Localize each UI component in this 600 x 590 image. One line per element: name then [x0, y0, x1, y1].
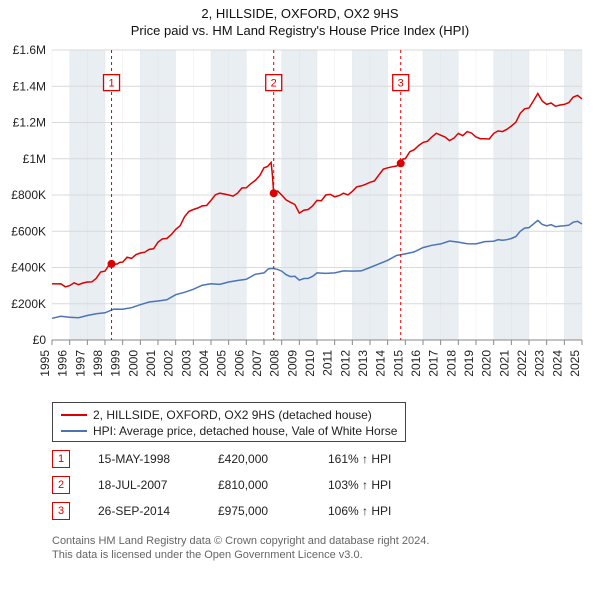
svg-text:2008: 2008 — [268, 350, 282, 377]
sale-marker: 2 — [52, 476, 70, 494]
svg-text:2021: 2021 — [497, 350, 511, 377]
svg-text:2013: 2013 — [356, 350, 370, 377]
svg-text:2016: 2016 — [409, 350, 423, 377]
svg-text:2020: 2020 — [480, 350, 494, 377]
svg-text:2024: 2024 — [550, 350, 564, 377]
svg-text:£200K: £200K — [11, 297, 46, 311]
legend-row: HPI: Average price, detached house, Vale… — [61, 423, 397, 439]
svg-text:2007: 2007 — [250, 350, 264, 377]
sale-row: 3 26-SEP-2014£975,000106% ↑ HPI — [52, 502, 391, 520]
sale-date: 18-JUL-2007 — [98, 478, 218, 492]
svg-text:£1M: £1M — [23, 152, 46, 166]
attrib-line2: This data is licensed under the Open Gov… — [52, 548, 429, 562]
sale-price: £975,000 — [218, 504, 328, 518]
svg-text:2009: 2009 — [285, 350, 299, 377]
svg-text:£400K: £400K — [11, 261, 46, 275]
svg-text:2015: 2015 — [391, 350, 405, 377]
svg-text:1: 1 — [108, 78, 114, 90]
svg-text:2010: 2010 — [303, 350, 317, 377]
svg-text:2000: 2000 — [126, 350, 140, 377]
sale-pct: 103% ↑ HPI — [328, 478, 391, 492]
svg-text:2025: 2025 — [568, 350, 582, 377]
svg-text:£1.2M: £1.2M — [13, 116, 46, 130]
svg-text:2001: 2001 — [144, 350, 158, 377]
sale-pct: 106% ↑ HPI — [328, 504, 391, 518]
svg-text:2006: 2006 — [232, 350, 246, 377]
attrib-line1: Contains HM Land Registry data © Crown c… — [52, 534, 429, 548]
sale-row: 2 18-JUL-2007£810,000103% ↑ HPI — [52, 476, 391, 494]
sale-price: £420,000 — [218, 452, 328, 466]
svg-text:2014: 2014 — [374, 350, 388, 377]
legend-label: 2, HILLSIDE, OXFORD, OX2 9HS (detached h… — [93, 408, 372, 422]
svg-text:2: 2 — [271, 78, 277, 90]
svg-text:2023: 2023 — [533, 350, 547, 377]
svg-text:1998: 1998 — [91, 350, 105, 377]
price-chart: £0 £200K £400K £600K £800K £1M £1.2M £1.4M £1.6M… — [0, 0, 600, 402]
svg-text:2002: 2002 — [162, 350, 176, 377]
svg-text:£0: £0 — [33, 333, 47, 347]
svg-text:2005: 2005 — [215, 350, 229, 377]
sale-date: 26-SEP-2014 — [98, 504, 218, 518]
legend-label: HPI: Average price, detached house, Vale… — [93, 424, 397, 438]
svg-text:1995: 1995 — [38, 350, 52, 377]
svg-text:2003: 2003 — [179, 350, 193, 377]
legend-swatch — [61, 414, 87, 416]
svg-text:£1.6M: £1.6M — [13, 43, 46, 57]
svg-text:2022: 2022 — [515, 350, 529, 377]
svg-text:1996: 1996 — [56, 350, 70, 377]
legend-swatch — [61, 430, 87, 432]
svg-text:2017: 2017 — [427, 350, 441, 377]
svg-text:£800K: £800K — [11, 188, 46, 202]
sale-marker: 3 — [52, 502, 70, 520]
svg-text:2011: 2011 — [321, 350, 335, 376]
legend-box: 2, HILLSIDE, OXFORD, OX2 9HS (detached h… — [52, 402, 406, 442]
sale-date: 15-MAY-1998 — [98, 452, 218, 466]
svg-text:£600K: £600K — [11, 224, 46, 238]
legend-row: 2, HILLSIDE, OXFORD, OX2 9HS (detached h… — [61, 407, 397, 423]
sale-marker: 1 — [52, 450, 70, 468]
svg-text:2018: 2018 — [444, 350, 458, 377]
attribution-text: Contains HM Land Registry data © Crown c… — [52, 534, 429, 563]
svg-text:2012: 2012 — [338, 350, 352, 377]
svg-text:3: 3 — [398, 78, 404, 90]
sale-price: £810,000 — [218, 478, 328, 492]
sale-row: 1 15-MAY-1998£420,000161% ↑ HPI — [52, 450, 391, 468]
svg-text:2019: 2019 — [462, 350, 476, 377]
svg-text:2004: 2004 — [197, 350, 211, 377]
svg-text:1999: 1999 — [109, 350, 123, 377]
svg-text:£1.4M: £1.4M — [13, 79, 46, 93]
svg-text:1997: 1997 — [73, 350, 87, 377]
sale-pct: 161% ↑ HPI — [328, 452, 391, 466]
